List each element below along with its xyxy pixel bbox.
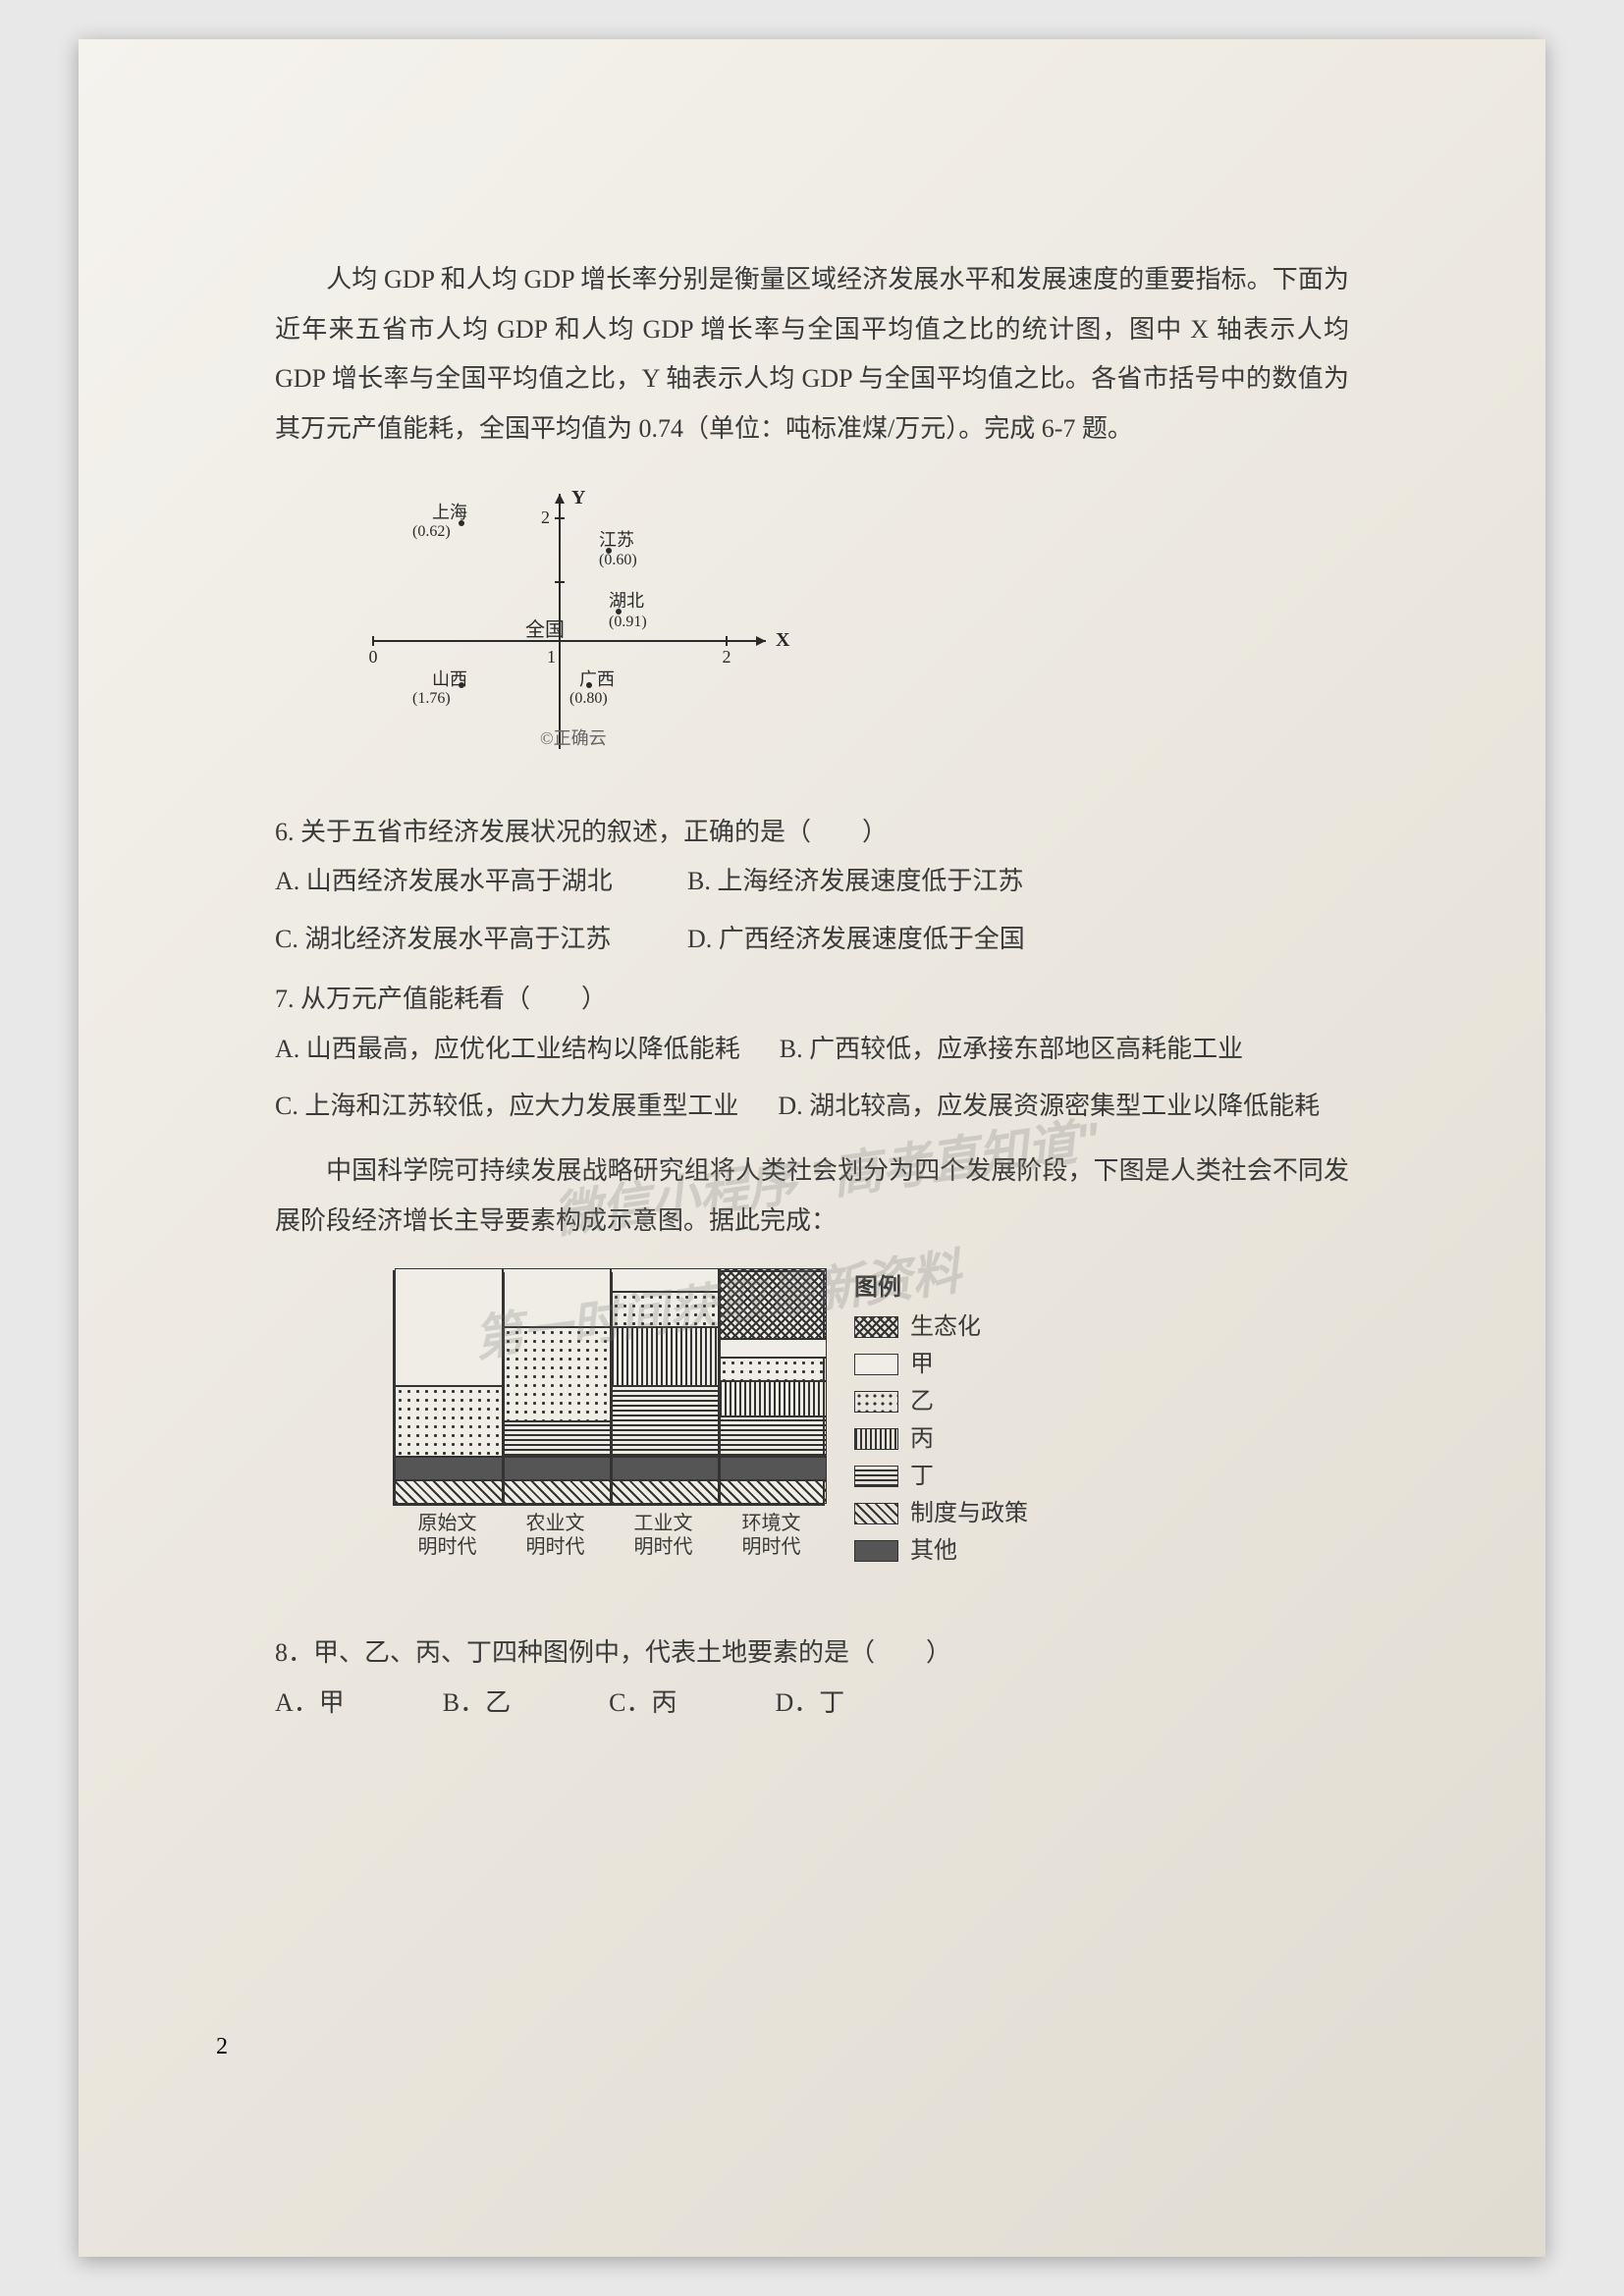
legend-swatch xyxy=(854,1428,898,1450)
chart2-category-label: 原始文明时代 xyxy=(393,1512,501,1559)
q6-opt-c: C. 湖北经济发展水平高于江苏 xyxy=(275,915,648,965)
bar-segment xyxy=(611,1480,719,1504)
question-6: 6. 关于五省市经济发展状况的叙述，正确的是（ ） A. 山西经济发展水平高于湖… xyxy=(275,808,1349,965)
bar-segment xyxy=(611,1268,719,1292)
q8-opt-d: D．丁 xyxy=(775,1679,844,1729)
legend-swatch xyxy=(854,1316,898,1338)
bar-segment xyxy=(719,1480,827,1504)
q8-opt-b: B．乙 xyxy=(443,1679,511,1729)
bar-segment xyxy=(503,1457,611,1480)
xtick-0: 0 xyxy=(369,647,378,667)
chart2-category-label: 环境文明时代 xyxy=(717,1512,825,1559)
bar-segment xyxy=(503,1327,611,1421)
legend-label: 其他 xyxy=(910,1533,957,1569)
page-number: 2 xyxy=(216,2034,228,2060)
q8-opt-a: A．甲 xyxy=(275,1679,345,1729)
bar-segment xyxy=(503,1480,611,1504)
q7-opt-c: C. 上海和江苏较低，应大力发展重型工业 xyxy=(275,1082,738,1132)
legend-label: 甲 xyxy=(910,1347,934,1382)
xtick-1: 1 xyxy=(547,647,556,667)
pt-shanxi: 山西 xyxy=(432,669,467,689)
pt-jiangsu: 江苏 xyxy=(599,530,634,550)
bar-segment xyxy=(611,1292,719,1327)
legend-label: 制度与政策 xyxy=(910,1496,1028,1531)
chart2-legend: 图例 生态化甲乙丙丁制度与政策其他 xyxy=(854,1270,1080,1571)
q7-opt-a: A. 山西最高，应优化工业结构以降低能耗 xyxy=(275,1025,740,1075)
origin-label: 全国 xyxy=(525,618,565,641)
legend-swatch xyxy=(854,1503,898,1524)
question-8: 8．甲、乙、丙、丁四种图例中，代表土地要素的是（ ） A．甲 B．乙 C．丙 D… xyxy=(275,1629,1349,1728)
pt-jiangsu-val: (0.60) xyxy=(599,552,637,568)
legend-item: 其他 xyxy=(854,1533,1080,1569)
chart-watermark: ©正确云 xyxy=(540,728,607,748)
xtick-2: 2 xyxy=(723,647,731,667)
chart2-category-label: 农业文明时代 xyxy=(501,1512,609,1559)
legend-item: 制度与政策 xyxy=(854,1496,1080,1531)
pt-hubei: 湖北 xyxy=(609,591,644,611)
q6-opt-a: A. 山西经济发展水平高于湖北 xyxy=(275,857,648,907)
question-7: 7. 从万元产值能耗看（ ） A. 山西最高，应优化工业结构以降低能耗 B. 广… xyxy=(275,975,1349,1132)
bar-segment xyxy=(611,1327,719,1386)
legend-title: 图例 xyxy=(854,1270,1080,1306)
legend-label: 生态化 xyxy=(910,1309,981,1345)
chart-stages-stacked: 原始文明时代农业文明时代工业文明时代环境文明时代 图例 生态化甲乙丙丁制度与政策… xyxy=(393,1270,1129,1604)
legend-swatch xyxy=(854,1466,898,1487)
bar-segment xyxy=(611,1386,719,1457)
bar-segment xyxy=(719,1416,827,1457)
bar-segment xyxy=(611,1457,719,1480)
bar-segment xyxy=(719,1268,827,1339)
legend-item: 丙 xyxy=(854,1421,1080,1457)
bar-segment xyxy=(395,1268,503,1386)
q7-opt-d: D. 湖北较高，应发展资源密集型工业以降低能耗 xyxy=(778,1082,1320,1132)
legend-item: 丁 xyxy=(854,1459,1080,1494)
legend-swatch xyxy=(854,1540,898,1562)
x-axis-label: X xyxy=(776,629,790,651)
bar-segment xyxy=(395,1386,503,1457)
legend-label: 丙 xyxy=(910,1421,934,1457)
legend-swatch xyxy=(854,1354,898,1375)
bar-segment xyxy=(719,1358,827,1381)
pt-shanxi-val: (1.76) xyxy=(412,690,451,707)
bar-segment xyxy=(719,1339,827,1358)
exam-page: 人均 GDP 和人均 GDP 增长率分别是衡量区域经济发展水平和发展速度的重要指… xyxy=(79,39,1545,2257)
q7-opt-b: B. 广西较低，应承接东部地区高耗能工业 xyxy=(780,1025,1243,1075)
bar-segment xyxy=(503,1421,611,1457)
pt-shanghai: 上海 xyxy=(432,503,467,522)
pt-guangxi-val: (0.80) xyxy=(569,690,608,707)
q6-opt-d: D. 广西经济发展速度低于全国 xyxy=(687,915,1060,965)
pt-hubei-val: (0.91) xyxy=(609,614,647,630)
legend-label: 丁 xyxy=(910,1459,934,1494)
legend-item: 生态化 xyxy=(854,1309,1080,1345)
chart-gdp-scatter: 0 1 2 2 X Y 全国 上海 (0.62) 江苏 (0 xyxy=(314,474,805,769)
intro2-paragraph: 中国科学院可持续发展战略研究组将人类社会划分为四个发展阶段，下图是人类社会不同发… xyxy=(275,1147,1349,1246)
scatter-svg: 0 1 2 2 X Y 全国 上海 (0.62) 江苏 (0 xyxy=(314,474,805,769)
ytick-2: 2 xyxy=(541,507,550,527)
bar-segment xyxy=(395,1457,503,1480)
bar-segment xyxy=(719,1381,827,1416)
legend-item: 乙 xyxy=(854,1384,1080,1419)
bar-segment xyxy=(503,1268,611,1327)
chart2-category-label: 工业文明时代 xyxy=(609,1512,717,1559)
q8-stem: 8．甲、乙、丙、丁四种图例中，代表土地要素的是（ ） xyxy=(275,1629,1349,1679)
q6-opt-b: B. 上海经济发展速度低于江苏 xyxy=(687,857,1060,907)
bar-segment xyxy=(395,1480,503,1504)
q8-opt-c: C．丙 xyxy=(609,1679,677,1729)
bar-segment xyxy=(719,1457,827,1480)
q6-stem: 6. 关于五省市经济发展状况的叙述，正确的是（ ） xyxy=(275,808,1349,858)
pt-shanghai-val: (0.62) xyxy=(412,523,451,540)
intro-paragraph: 人均 GDP 和人均 GDP 增长率分别是衡量区域经济发展水平和发展速度的重要指… xyxy=(275,255,1349,454)
y-axis-label: Y xyxy=(571,487,586,508)
q7-stem: 7. 从万元产值能耗看（ ） xyxy=(275,975,1349,1025)
legend-swatch xyxy=(854,1391,898,1413)
legend-item: 甲 xyxy=(854,1347,1080,1382)
content-area: 人均 GDP 和人均 GDP 增长率分别是衡量区域经济发展水平和发展速度的重要指… xyxy=(79,39,1545,1837)
legend-label: 乙 xyxy=(910,1384,934,1419)
pt-guangxi: 广西 xyxy=(579,669,615,689)
